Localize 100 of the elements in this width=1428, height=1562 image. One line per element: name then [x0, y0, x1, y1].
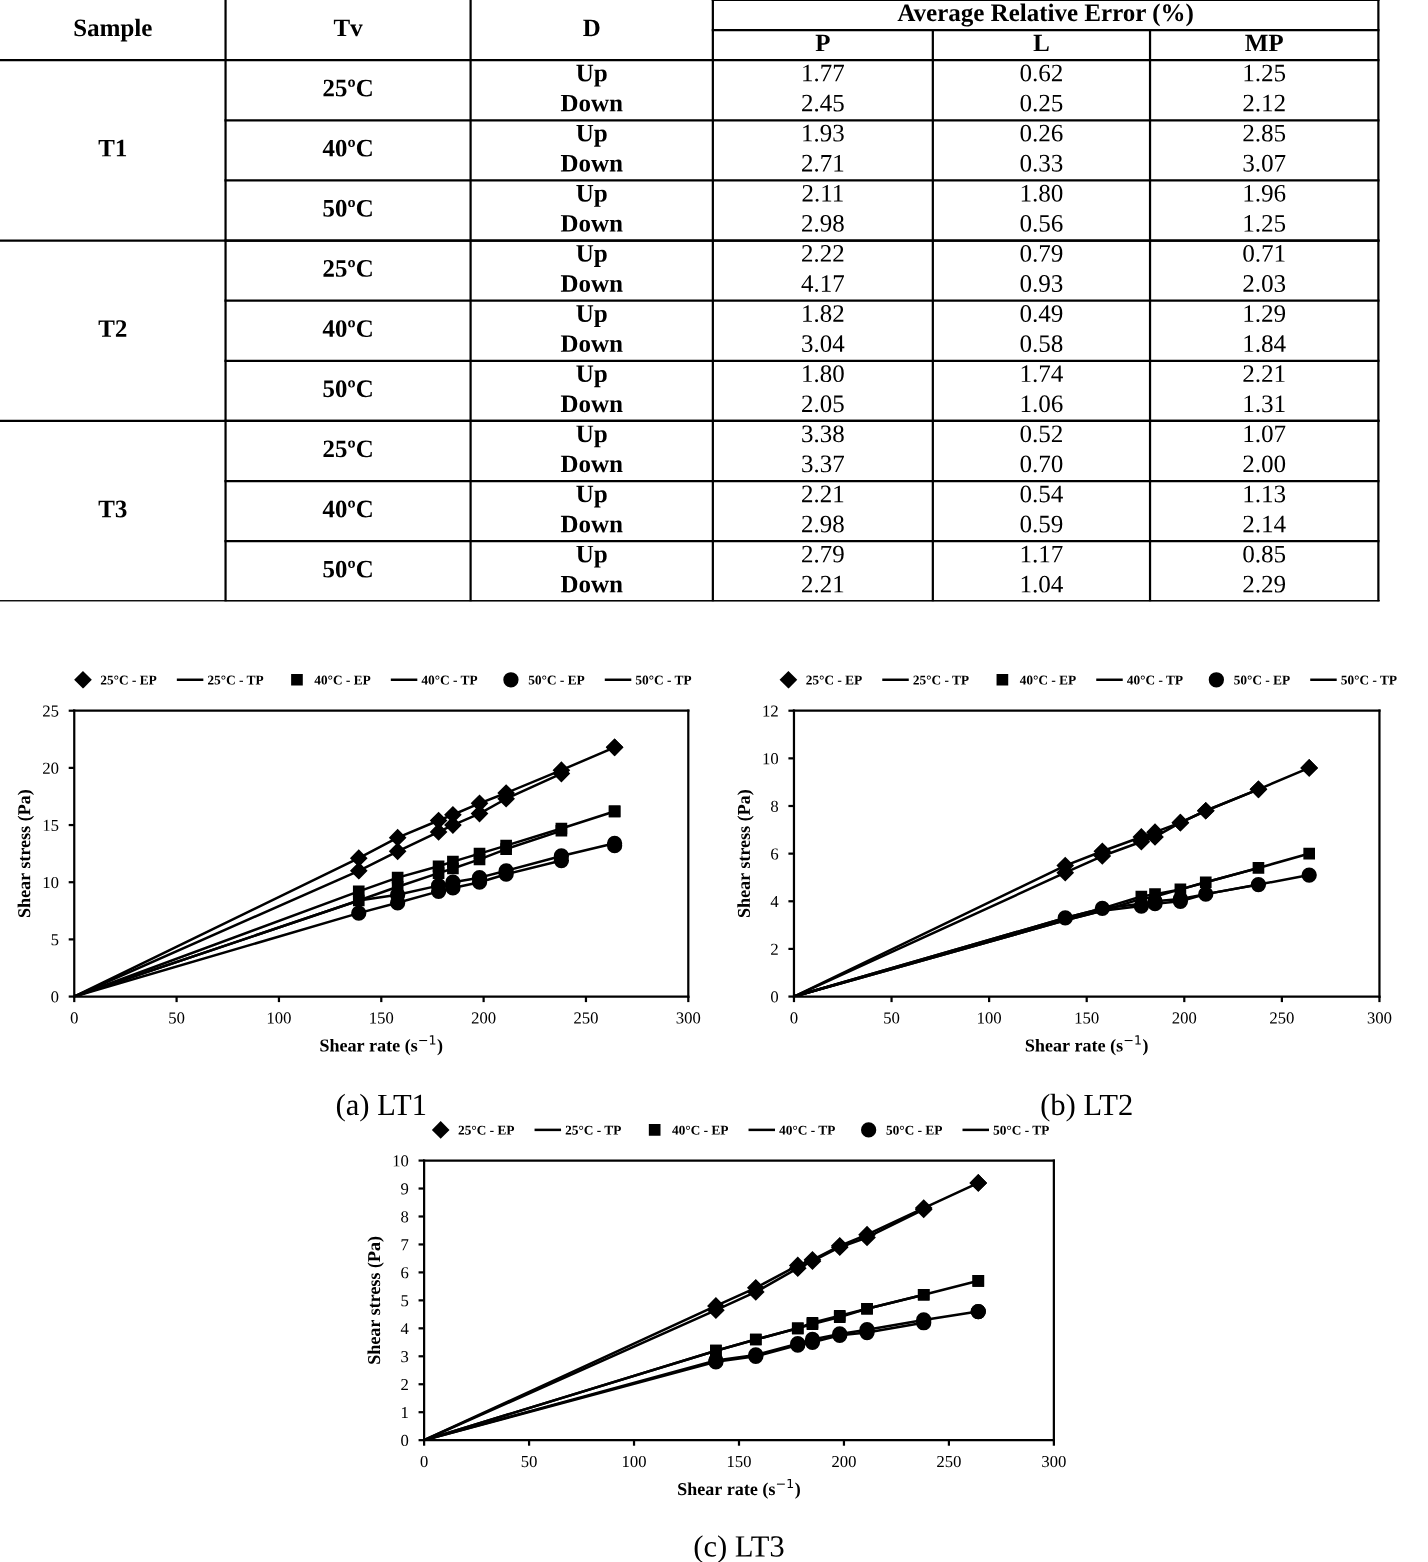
category-label: D	[583, 19, 600, 37]
text: 1.74	[1021, 365, 1063, 383]
text: (c) LT3	[694, 1535, 784, 1562]
x-tick-label: 100	[623, 1455, 646, 1468]
text: Down	[560, 94, 623, 112]
text: 1.31	[1244, 395, 1285, 413]
text: 2.21	[802, 575, 844, 593]
y-tick-label: 20	[43, 762, 59, 774]
text: 2.85	[1243, 124, 1286, 142]
text: 1.96	[1244, 184, 1286, 202]
y-tick-label: 10	[763, 753, 779, 765]
x-tick-label: 50	[521, 1455, 537, 1468]
text: 2.05	[802, 395, 844, 413]
text: 50ºC	[323, 560, 372, 578]
y-tick-label: 15	[43, 819, 59, 831]
text: Up	[576, 425, 607, 448]
text: 1.04	[1021, 575, 1063, 593]
text: Down	[560, 215, 623, 232]
x-tick-label: 300	[676, 1012, 701, 1024]
text: Down	[560, 335, 623, 353]
x-axis-title: Shear rate (s$^{−1}$)	[320, 1035, 443, 1056]
y-tick-label: 1	[401, 1406, 408, 1418]
text: 4.17	[801, 275, 845, 293]
text: 1.25	[1244, 214, 1286, 232]
y-tick-label: 0	[401, 1434, 409, 1447]
text: 2.14	[1243, 515, 1286, 533]
text: 0.79	[1020, 244, 1063, 262]
text: 3.37	[802, 455, 845, 473]
text: 2.29	[1243, 575, 1286, 593]
y-tick-label: 0	[770, 991, 779, 1003]
text: 2.79	[802, 545, 844, 563]
x-tick-label: 0	[70, 1012, 78, 1024]
y-axis-title: Shear stress (Pa)	[737, 790, 754, 918]
text: 1.93	[803, 124, 844, 142]
text: 2.00	[1243, 455, 1286, 473]
text: 1.80	[1021, 184, 1063, 202]
text: 1.77	[803, 64, 845, 82]
x-tick-label: 150	[370, 1012, 394, 1024]
text: (a) LT1	[336, 1093, 426, 1122]
text: 3.38	[802, 425, 844, 443]
y-tick-label: 10	[393, 1155, 409, 1167]
text: Up	[576, 545, 607, 568]
text: 1.29	[1244, 305, 1286, 323]
text: 2.21	[1243, 365, 1285, 383]
text: 2.98	[802, 515, 844, 533]
text: Up	[576, 245, 607, 267]
text: 1.07	[1244, 425, 1286, 443]
text: 0.49	[1020, 305, 1063, 323]
text: 1.82	[803, 305, 844, 323]
y-tick-label: 4	[400, 1323, 409, 1335]
y-tick-label: 0	[51, 991, 59, 1003]
x-tick-label: 200	[471, 1012, 496, 1024]
text: 2.98	[802, 214, 844, 232]
text: (b) LT2	[1041, 1093, 1132, 1122]
text: 2.45	[802, 94, 844, 112]
x-axis-title: Shear rate (s$^{−1}$)	[678, 1478, 800, 1499]
text: 40ºC	[322, 500, 372, 518]
category-label: P	[815, 34, 830, 52]
text: Down	[560, 275, 623, 292]
y-tick-label: 2	[401, 1378, 408, 1391]
text: 2.21	[802, 485, 844, 503]
text: 1.80	[803, 365, 844, 383]
y-tick-label: 25	[43, 705, 59, 717]
x-tick-label: 250	[574, 1012, 598, 1024]
x-tick-label: 250	[1270, 1012, 1294, 1024]
text: 2.12	[1243, 94, 1285, 112]
text: Up	[576, 485, 607, 508]
text: Down	[560, 515, 623, 533]
text: 1.25	[1244, 64, 1286, 82]
text: 1.13	[1244, 485, 1286, 503]
y-tick-label: 10	[43, 876, 59, 889]
y-tick-label: 9	[401, 1183, 409, 1195]
x-tick-label: 300	[1367, 1012, 1392, 1024]
text: 3.07	[1243, 154, 1286, 172]
text: 1.06	[1021, 395, 1063, 413]
text: 40ºC	[322, 320, 372, 338]
y-tick-label: 2	[771, 943, 778, 955]
text: T2	[98, 320, 127, 337]
text: 2.11	[802, 184, 843, 202]
category-label: Sample	[74, 18, 152, 42]
x-tick-label: 100	[267, 1012, 291, 1024]
x-tick-label: 100	[978, 1012, 1001, 1024]
y-tick-label: 5	[51, 934, 59, 946]
x-tick-label: 50	[884, 1012, 900, 1024]
y-axis-title: Shear stress (Pa)	[17, 790, 34, 918]
text: 0.70	[1020, 455, 1063, 473]
y-tick-label: 6	[401, 1267, 409, 1279]
y-tick-label: 5	[401, 1295, 409, 1307]
text: 3.04	[802, 335, 845, 353]
text: Down	[560, 455, 623, 473]
y-tick-label: 7	[401, 1239, 409, 1251]
text: 0.56	[1020, 214, 1063, 232]
text: 40ºC	[322, 139, 372, 157]
text: Up	[576, 365, 607, 388]
text: 2.22	[802, 245, 844, 262]
text: Up	[576, 124, 607, 147]
text: Average Relative Error (%)	[897, 3, 1193, 27]
text: 0.93	[1020, 275, 1063, 293]
y-tick-label: 4	[770, 896, 779, 908]
y-tick-label: 6	[771, 848, 779, 860]
